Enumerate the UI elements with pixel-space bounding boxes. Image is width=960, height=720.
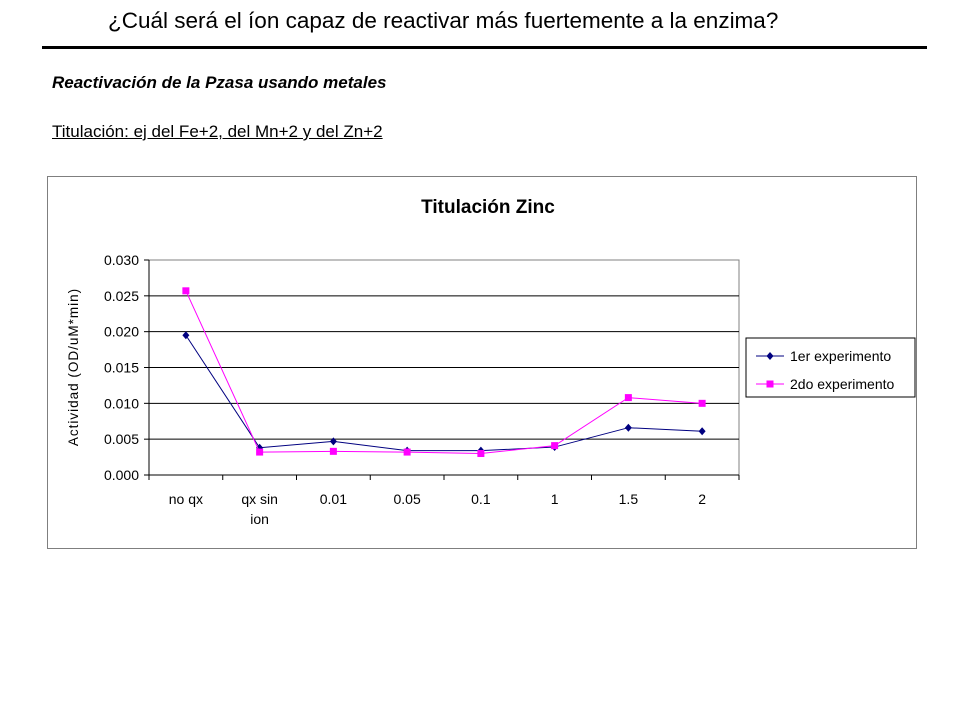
slide-title: ¿Cuál será el íon capaz de reactivar más… bbox=[108, 8, 779, 33]
gridlines bbox=[149, 295, 739, 440]
legend-box bbox=[745, 337, 916, 398]
series-2 bbox=[182, 287, 706, 457]
legend-marker bbox=[766, 352, 774, 360]
data-point bbox=[182, 331, 190, 340]
y-axis: 0.000 0.005 0.010 0.015 0.020 0.025 0.030 bbox=[104, 252, 150, 483]
x-tick-label: 0.1 bbox=[471, 491, 491, 507]
legend-label: 2do experimento bbox=[790, 376, 895, 392]
slide-subtitle: Reactivación de la Pzasa usando metales bbox=[52, 73, 387, 92]
legend-label: 1er experimento bbox=[790, 348, 891, 364]
chart-container: Titulación Zinc 0.000 0.005 0.010 0.015 0.02… bbox=[47, 176, 917, 549]
data-point bbox=[624, 394, 632, 402]
x-tick-label: 2 bbox=[698, 491, 706, 507]
data-point bbox=[698, 399, 706, 407]
x-tick-label: 1.5 bbox=[619, 491, 639, 507]
titration-note: Titulación: ej del Fe+2, del Mn+2 y del … bbox=[52, 122, 383, 141]
x-axis: no qx qx sin ion 0.01 0.05 0.1 1 1.5 2 bbox=[148, 474, 740, 527]
y-tick-label: 0.015 bbox=[104, 360, 139, 376]
x-tick-label: qx sin ion bbox=[241, 491, 278, 527]
series-layer bbox=[182, 287, 706, 457]
y-tick-label: 0.020 bbox=[104, 324, 139, 340]
x-tick-label: no qx bbox=[169, 491, 203, 507]
line-chart: Titulación Zinc 0.000 0.005 0.010 0.015 0.02… bbox=[66, 197, 916, 527]
data-point bbox=[329, 437, 337, 446]
y-tick-label: 0.025 bbox=[104, 288, 139, 304]
y-tick-label: 0.005 bbox=[104, 431, 139, 447]
legend-entry: 1er experimento bbox=[756, 348, 891, 364]
series-line bbox=[185, 290, 703, 455]
data-point bbox=[698, 427, 706, 436]
data-point bbox=[256, 448, 264, 456]
data-point bbox=[551, 442, 559, 450]
y-tick-label: 0.010 bbox=[104, 395, 139, 411]
chart-title: Titulación Zinc bbox=[421, 197, 555, 218]
series-line bbox=[185, 334, 703, 452]
data-point bbox=[182, 287, 190, 295]
data-point bbox=[403, 448, 411, 456]
x-tick-label: 0.05 bbox=[394, 491, 421, 507]
x-tick-label: 1 bbox=[551, 491, 559, 507]
y-axis-label: Actividad (OD/uM*min) bbox=[66, 288, 81, 446]
y-tick-label: 0.030 bbox=[104, 252, 139, 268]
data-point bbox=[329, 447, 337, 455]
legend-entry: 2do experimento bbox=[756, 376, 895, 392]
data-point bbox=[624, 423, 632, 432]
x-tick-label: 0.01 bbox=[320, 491, 347, 507]
y-tick-label: 0.000 bbox=[104, 467, 139, 483]
legend: 1er experimento 2do experimento bbox=[745, 337, 916, 398]
title-divider bbox=[42, 46, 927, 49]
legend-marker bbox=[766, 380, 774, 388]
data-point bbox=[477, 450, 485, 457]
